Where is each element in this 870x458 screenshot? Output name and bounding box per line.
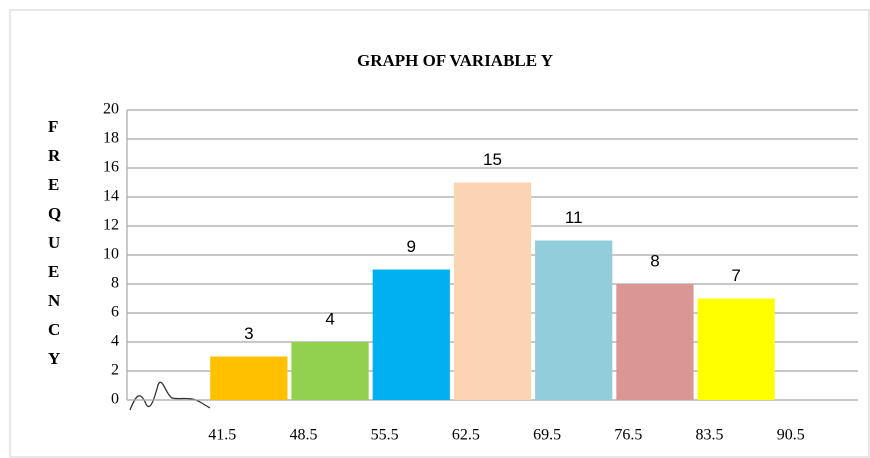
data-label: 15 [483,150,502,169]
x-tick-label: 76.5 [614,427,642,444]
bar [616,284,694,400]
y-tick-label: 2 [111,362,119,379]
x-tick-label: 90.5 [777,427,805,444]
y-tick-label: 6 [111,304,119,321]
y-tick-label: 18 [103,130,119,147]
data-label: 11 [565,208,583,227]
y-tick-label: 0 [111,391,119,408]
axis-break [129,381,211,411]
bar [535,240,613,400]
bar [210,356,288,400]
bar [453,182,532,400]
y-axis-label: FREQUENCY [48,117,62,368]
bar [291,342,369,400]
data-label: 3 [244,324,253,343]
x-tick-label: 55.5 [371,427,399,444]
x-tick-label: 48.5 [289,427,317,444]
x-tick-label: 41.5 [208,427,236,444]
data-label: 7 [731,266,740,285]
data-label: 8 [650,251,659,270]
bar [372,269,450,400]
bar [697,298,775,400]
data-label: 9 [407,237,416,256]
y-tick-label: 16 [103,159,119,176]
y-tick-label: 14 [103,188,119,205]
data-label: 4 [325,309,334,328]
chart-title: GRAPH OF VARIABLE Y [357,51,553,70]
x-tick-label: 69.5 [533,427,561,444]
y-tick-label: 4 [111,333,119,350]
y-tick-label: 8 [111,275,119,292]
y-tick-label: 10 [103,246,119,263]
x-tick-label: 83.5 [696,427,724,444]
y-tick-label: 12 [103,217,119,234]
x-tick-label: 62.5 [452,427,480,444]
y-tick-label: 20 [103,101,119,118]
